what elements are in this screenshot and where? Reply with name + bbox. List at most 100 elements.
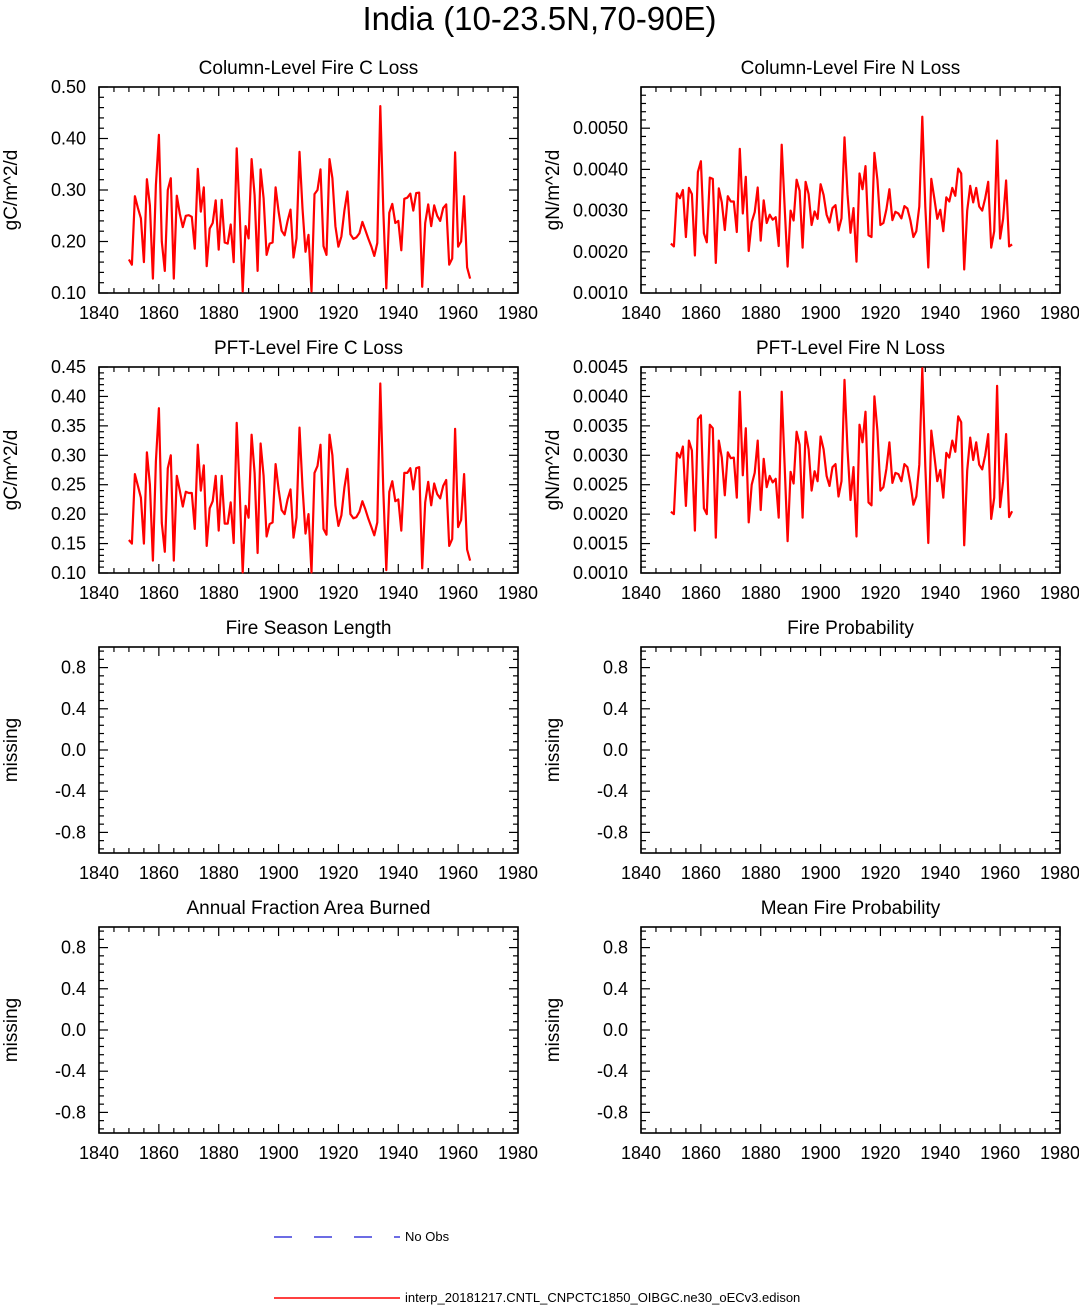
x-tick-label: 1940 <box>378 583 418 603</box>
x-tick-label: 1880 <box>741 863 781 883</box>
x-tick-label: 1980 <box>1040 303 1079 323</box>
series-line-1 <box>127 104 472 293</box>
x-tick-label: 1940 <box>920 1143 960 1163</box>
y-tick-label: 0.0030 <box>573 201 628 221</box>
x-tick-label: 1920 <box>860 303 900 323</box>
x-tick-label: 1860 <box>139 303 179 323</box>
panel-title: Annual Fraction Area Burned <box>187 898 431 919</box>
x-tick-label: 1980 <box>498 863 538 883</box>
x-tick-label: 1960 <box>980 1143 1020 1163</box>
x-tick-label: 1880 <box>199 1143 239 1163</box>
x-tick-label: 1880 <box>199 863 239 883</box>
y-tick-label: 0.4 <box>603 979 628 999</box>
y-tick-label: 0.8 <box>603 938 628 958</box>
y-tick-label: 0.0010 <box>573 563 628 583</box>
x-tick-label: 1860 <box>681 1143 721 1163</box>
y-tick-label: 0.0040 <box>573 386 628 406</box>
x-tick-label: 1960 <box>980 303 1020 323</box>
plot-frame <box>640 86 1061 294</box>
y-tick-label: 0.20 <box>51 504 86 524</box>
y-tick-label: 0.35 <box>51 416 86 436</box>
y-tick-label: 0.8 <box>61 658 86 678</box>
y-tick-label: 0.0025 <box>573 475 628 495</box>
x-tick-label: 1900 <box>259 863 299 883</box>
chart-panel-4: PFT-Level Fire N Loss gN/m^2/d 1840 1860 188… <box>543 338 1079 603</box>
y-tick-label: -0.4 <box>597 781 628 801</box>
y-tick-label: 0.0 <box>603 1020 628 1040</box>
x-tick-label: 1940 <box>920 303 960 323</box>
panel-title: Mean Fire Probability <box>761 898 941 919</box>
y-tick-label: 0.0010 <box>573 283 628 303</box>
y-axis-label: missing <box>1 718 22 782</box>
y-tick-label: -0.8 <box>55 1102 86 1122</box>
chart-panel-7: Annual Fraction Area Burned missing 1840 18… <box>1 898 538 1163</box>
x-tick-label: 1980 <box>1040 583 1079 603</box>
y-tick-label: 0.4 <box>603 699 628 719</box>
x-tick-label: 1960 <box>980 863 1020 883</box>
y-tick-label: 0.4 <box>61 979 86 999</box>
y-tick-label: 0.4 <box>61 699 86 719</box>
x-tick-label: 1860 <box>139 1143 179 1163</box>
y-tick-label: 0.40 <box>51 129 86 149</box>
x-tick-label: 1960 <box>438 583 478 603</box>
legend: No Obs interp_20181217.CNTL_CNPCTC1850_OI… <box>274 1229 800 1305</box>
x-tick-label: 1900 <box>801 863 841 883</box>
plot-frame <box>640 646 1061 854</box>
y-axis-label: gC/m^2/d <box>1 150 22 231</box>
y-tick-label: -0.8 <box>597 1102 628 1122</box>
y-tick-label: 0.50 <box>51 77 86 97</box>
x-tick-label: 1940 <box>920 583 960 603</box>
x-tick-label: 1980 <box>1040 1143 1079 1163</box>
y-axis-label: missing <box>543 718 564 782</box>
y-tick-label: 0.0015 <box>573 534 628 554</box>
panel-title: Fire Season Length <box>226 618 392 639</box>
y-tick-label: 0.20 <box>51 232 86 252</box>
y-axis-label: gN/m^2/d <box>543 430 564 511</box>
chart-panel-8: Mean Fire Probability missing 1840 1860 1880… <box>543 898 1079 1163</box>
y-tick-label: 0.8 <box>61 938 86 958</box>
chart-panel-3: PFT-Level Fire C Loss gC/m^2/d 1840 1860 188… <box>1 338 538 603</box>
chart-panel-2: Column-Level Fire N Loss gN/m^2/d 1840 1860… <box>543 58 1079 323</box>
y-tick-label: 0.8 <box>603 658 628 678</box>
plot-frame <box>640 926 1061 1134</box>
y-tick-label: -0.4 <box>55 1061 86 1081</box>
y-tick-label: 0.0040 <box>573 159 628 179</box>
x-tick-label: 1900 <box>801 1143 841 1163</box>
y-tick-label: 0.0050 <box>573 118 628 138</box>
chart-panel-5: Fire Season Length missing 1840 1860 1880 190… <box>1 618 538 883</box>
x-tick-label: 1900 <box>259 303 299 323</box>
panel-title: Column-Level Fire C Loss <box>199 58 419 79</box>
y-tick-label: 0.15 <box>51 534 86 554</box>
x-tick-label: 1840 <box>79 1143 119 1163</box>
series-line-1 <box>670 367 1014 547</box>
y-tick-label: -0.8 <box>597 822 628 842</box>
y-tick-label: 0.25 <box>51 475 86 495</box>
x-tick-label: 1920 <box>860 583 900 603</box>
x-tick-label: 1880 <box>199 583 239 603</box>
x-tick-label: 1840 <box>621 1143 661 1163</box>
y-tick-label: 0.30 <box>51 180 86 200</box>
x-tick-label: 1880 <box>741 303 781 323</box>
y-tick-label: 0.0 <box>61 1020 86 1040</box>
x-tick-label: 1900 <box>259 583 299 603</box>
x-tick-label: 1960 <box>980 583 1020 603</box>
y-tick-label: 0.0030 <box>573 445 628 465</box>
y-tick-label: -0.4 <box>597 1061 628 1081</box>
x-tick-label: 1980 <box>498 303 538 323</box>
x-tick-label: 1940 <box>378 303 418 323</box>
y-tick-label: 0.0020 <box>573 242 628 262</box>
x-tick-label: 1900 <box>259 1143 299 1163</box>
y-axis-label: gN/m^2/d <box>543 150 564 231</box>
legend-label-2: interp_20181217.CNTL_CNPCTC1850_OIBGC.ne… <box>405 1290 800 1305</box>
x-tick-label: 1920 <box>318 1143 358 1163</box>
panel-title: PFT-Level Fire N Loss <box>756 338 945 359</box>
y-tick-label: 0.10 <box>51 563 86 583</box>
x-tick-label: 1840 <box>621 863 661 883</box>
legend-label-1: No Obs <box>405 1229 450 1244</box>
x-tick-label: 1920 <box>860 1143 900 1163</box>
x-tick-label: 1840 <box>79 863 119 883</box>
panel-title: Fire Probability <box>787 618 914 639</box>
x-tick-label: 1860 <box>681 583 721 603</box>
x-tick-label: 1940 <box>920 863 960 883</box>
